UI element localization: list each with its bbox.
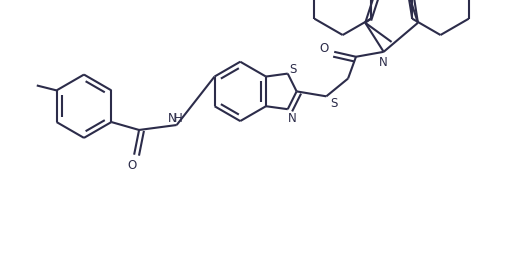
Text: N: N — [169, 111, 177, 124]
Text: N: N — [379, 56, 388, 69]
Text: S: S — [331, 96, 338, 109]
Text: H: H — [174, 111, 183, 124]
Text: N: N — [288, 111, 297, 124]
Text: S: S — [289, 63, 296, 76]
Text: O: O — [320, 42, 329, 55]
Text: O: O — [128, 158, 137, 171]
